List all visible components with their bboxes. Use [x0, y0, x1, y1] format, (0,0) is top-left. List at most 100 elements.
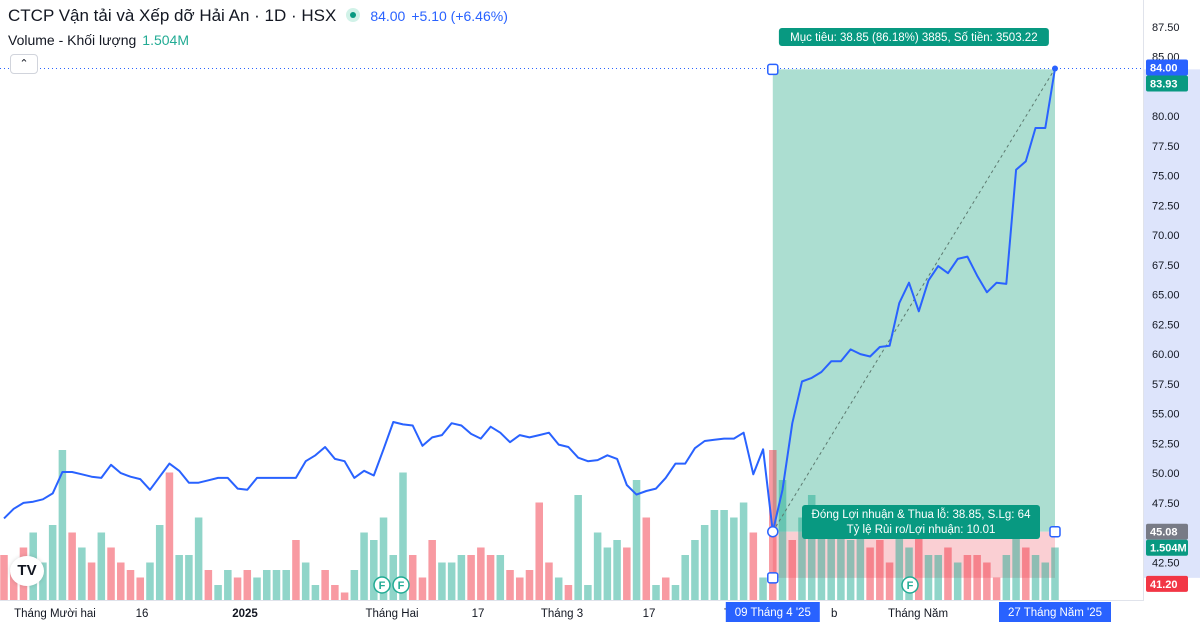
- volume-bar: [292, 540, 300, 600]
- price-tick: 80.00: [1152, 111, 1180, 123]
- price-line[interactable]: [3, 68, 1056, 533]
- volume-bar: [525, 570, 534, 600]
- volume-bar: [1012, 532, 1020, 600]
- event-marker[interactable]: [373, 576, 391, 594]
- volume-bar: [331, 585, 339, 600]
- volume-bar: [516, 577, 524, 600]
- volume-bar: [720, 510, 728, 600]
- entry-handle[interactable]: [767, 525, 779, 538]
- resize-handle[interactable]: [1049, 525, 1061, 538]
- chevron-up-icon[interactable]: ⌃: [10, 54, 38, 74]
- symbol-header: CTCP Vận tải và Xếp dỡ Hải An · 1D · HSX…: [8, 6, 508, 26]
- volume-label[interactable]: Volume - Khối lượng: [8, 32, 137, 48]
- volume-bar: [194, 517, 203, 600]
- volume-bar: [58, 450, 67, 600]
- time-axis[interactable]: [0, 600, 1144, 628]
- volume-bar: [428, 540, 436, 600]
- volume-bar: [370, 540, 378, 600]
- volume-bar: [496, 555, 505, 600]
- volume-bar: [798, 517, 806, 600]
- volume-bar: [739, 502, 748, 600]
- volume-bar: [778, 480, 787, 600]
- volume-bar: [243, 570, 252, 600]
- volume-bar: [681, 555, 689, 600]
- target-badge-box: [1146, 75, 1188, 92]
- price-tick: 57.50: [1152, 379, 1180, 391]
- volume-bar: [827, 532, 835, 600]
- volume-bar: [185, 555, 193, 600]
- volume-bar: [39, 562, 47, 600]
- target-label-box: [778, 28, 1049, 46]
- volume-legend: Volume - Khối lượng 1.504M: [8, 32, 189, 48]
- event-marker-label: F: [907, 580, 914, 592]
- price-tick: 67.50: [1152, 260, 1180, 272]
- volume-bar: [661, 577, 670, 600]
- volume-bar: [856, 517, 865, 600]
- event-marker-label: F: [379, 580, 386, 592]
- stop-badge-box: [1146, 575, 1188, 592]
- volume-bar: [788, 540, 797, 600]
- volume-bar: [691, 540, 699, 600]
- time-label: Tháng Mười hai: [14, 608, 96, 620]
- pnl-label-box: [802, 505, 1040, 539]
- volume-bar: [846, 540, 855, 600]
- resize-handle[interactable]: [767, 63, 779, 76]
- price-tick: 75.00: [1152, 171, 1180, 183]
- time-label: Tháng Hai: [365, 608, 418, 620]
- volume-bar: [506, 570, 514, 600]
- volume-bar: [389, 555, 398, 600]
- event-marker[interactable]: [392, 576, 410, 594]
- volume-bar: [817, 532, 826, 600]
- volume-bar: [204, 570, 213, 600]
- time-label: Tháng Năm: [888, 608, 948, 620]
- volume-bar: [632, 480, 641, 600]
- volume-bar: [876, 540, 884, 600]
- volume-bar: [574, 495, 582, 600]
- volume-bar: [866, 547, 874, 600]
- event-marker[interactable]: [901, 576, 919, 594]
- volume-bar: [214, 585, 222, 600]
- symbol-title[interactable]: CTCP Vận tải và Xếp dỡ Hải An · 1D · HSX: [8, 6, 337, 25]
- volume-bar: [603, 547, 612, 600]
- volume-bar: [992, 577, 1001, 600]
- tradingview-logo[interactable]: TV: [10, 556, 44, 586]
- time-label: 17: [472, 608, 485, 620]
- volume-bar: [1031, 555, 1040, 600]
- pnl-label-line1: Đóng Lợi nhuận & Thua lỗ: 38.85, S.Lg: 6…: [812, 508, 1032, 521]
- volume-bar: [78, 547, 86, 600]
- volume-bar: [87, 562, 96, 600]
- volume-bar: [311, 585, 320, 600]
- volume-bar: [535, 502, 543, 600]
- volume-bar: [963, 555, 972, 600]
- volume-bar: [340, 592, 349, 600]
- price-tick: 50.00: [1152, 468, 1180, 480]
- price-tick: 62.50: [1152, 319, 1180, 331]
- volume-bar: [652, 585, 660, 600]
- volume-bar: [642, 517, 651, 600]
- volume-bar: [447, 562, 456, 600]
- volume-bar: [117, 562, 125, 600]
- volume-bar: [9, 570, 18, 600]
- volume-bar: [700, 525, 709, 600]
- volume-bar: [613, 540, 621, 600]
- volume-bar: [146, 562, 154, 600]
- volume-bar: [593, 532, 602, 600]
- volume-bar: [477, 547, 485, 600]
- volume-bar: [905, 547, 913, 600]
- volume-bar: [155, 525, 164, 600]
- price-change: +5.10 (+6.46%): [411, 8, 508, 24]
- price-tick: 52.50: [1152, 438, 1180, 450]
- volume-bar: [301, 562, 310, 600]
- price-tick: 65.00: [1152, 290, 1180, 302]
- volume-bar: [759, 577, 767, 600]
- volume-bar: [953, 562, 962, 600]
- volume-bar: [233, 577, 242, 600]
- volume-bar: [418, 577, 427, 600]
- volume-value: 1.504M: [142, 32, 189, 48]
- volume-bar: [467, 555, 475, 600]
- volume-bar: [924, 555, 933, 600]
- resize-handle[interactable]: [767, 572, 779, 584]
- price-axis-range-highlight: [1144, 69, 1200, 578]
